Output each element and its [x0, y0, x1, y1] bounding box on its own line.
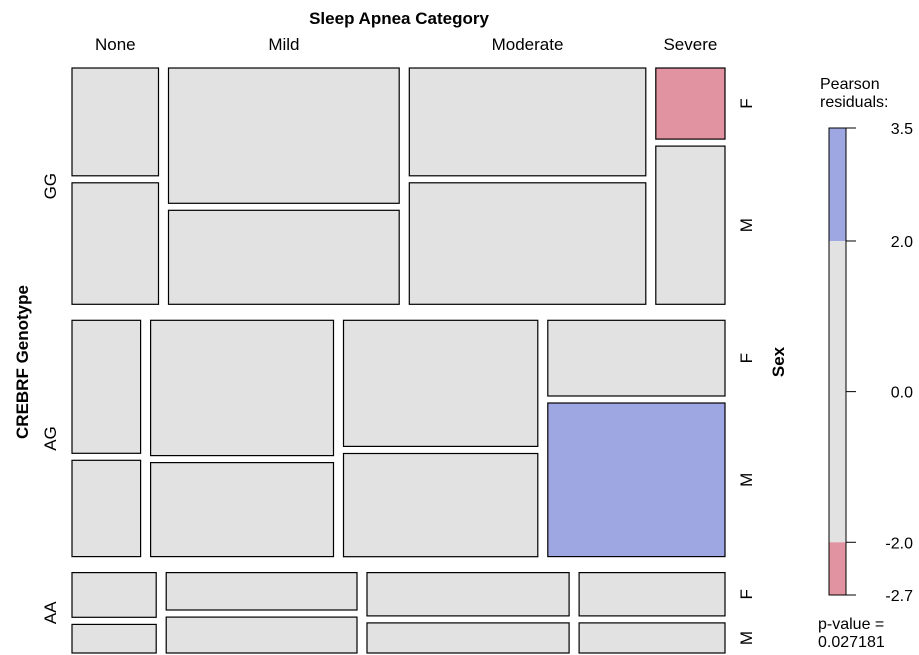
legend-band-positive: [829, 128, 846, 241]
tile-gg-none-f: [71, 67, 160, 177]
legend-tick-label: 0.0: [891, 385, 913, 402]
sex-label-m-gg: M: [737, 218, 756, 232]
tile-gg-severe-m: [655, 145, 726, 305]
column-label-mild: Mild: [268, 35, 299, 54]
tile-ag-severe-f: [547, 319, 726, 397]
tile-aa-moderate-f: [366, 571, 570, 617]
row-variable-label: CREBRF Genotype: [13, 285, 32, 439]
legend-color-bar: [828, 127, 847, 596]
tile-ag-mild-f: [150, 319, 335, 457]
row-labels: GG AG AA: [41, 173, 60, 624]
row-label-ag: AG: [41, 426, 60, 451]
tile-aa-mild-f: [165, 571, 358, 611]
tile-aa-moderate-m: [366, 622, 570, 654]
legend-tick-label: 3.5: [891, 121, 913, 138]
tile-gg-mild-m: [167, 209, 400, 305]
row-label-gg: GG: [41, 173, 60, 199]
sex-label-m-ag: M: [737, 473, 756, 487]
sex-label-m-aa: M: [737, 631, 756, 645]
tile-gg-moderate-m: [408, 182, 647, 305]
row-label-aa: AA: [41, 601, 60, 624]
tile-gg-severe-f: [655, 67, 726, 140]
pvalue-label: p-value =: [818, 616, 884, 633]
column-labels: None Mild Moderate Severe: [95, 35, 717, 54]
residuals-legend: Pearson residuals: 3.5 2.0 0.0 -2.0 -2.7 p-v…: [818, 76, 913, 651]
tile-gg-mild-f: [167, 67, 400, 204]
tile-gg-none-m: [71, 182, 160, 305]
sex-label-f-gg: F: [737, 98, 756, 108]
column-label-none: None: [95, 35, 136, 54]
legend-tick-label: 2.0: [891, 234, 913, 251]
tile-gg-moderate-f: [408, 67, 647, 177]
sex-variable-label: Sex: [769, 346, 788, 377]
tile-ag-moderate-m: [342, 452, 539, 558]
tile-aa-none-f: [71, 571, 157, 618]
legend-bar-border: [828, 127, 847, 596]
tile-aa-severe-m: [578, 622, 726, 654]
legend-tick-label: -2.0: [885, 535, 913, 552]
pvalue-value: 0.027181: [818, 634, 885, 651]
column-label-severe: Severe: [663, 35, 717, 54]
tile-ag-moderate-f: [342, 319, 539, 447]
tile-ag-severe-m: [547, 402, 726, 558]
sex-label-f-aa: F: [737, 589, 756, 599]
legend-title-line2: residuals:: [820, 94, 888, 111]
mosaic-tiles: [71, 67, 726, 654]
legend-band-neutral: [829, 240, 846, 543]
sex-label-f-ag: F: [737, 353, 756, 363]
tile-ag-none-f: [71, 319, 142, 454]
tile-aa-mild-m: [165, 616, 358, 654]
tile-ag-mild-m: [150, 462, 335, 558]
chart-title: Sleep Apnea Category: [309, 9, 489, 28]
sex-labels: F M F M F M: [737, 98, 756, 645]
legend-title-line1: Pearson: [820, 76, 880, 93]
tile-aa-severe-f: [578, 571, 726, 617]
legend-band-negative: [829, 542, 846, 595]
legend-ticks: 3.5 2.0 0.0 -2.0 -2.7: [846, 121, 913, 605]
tile-aa-none-m: [71, 623, 157, 654]
legend-tick-label: -2.7: [885, 588, 913, 605]
column-label-moderate: Moderate: [492, 35, 564, 54]
tile-ag-none-m: [71, 459, 142, 558]
